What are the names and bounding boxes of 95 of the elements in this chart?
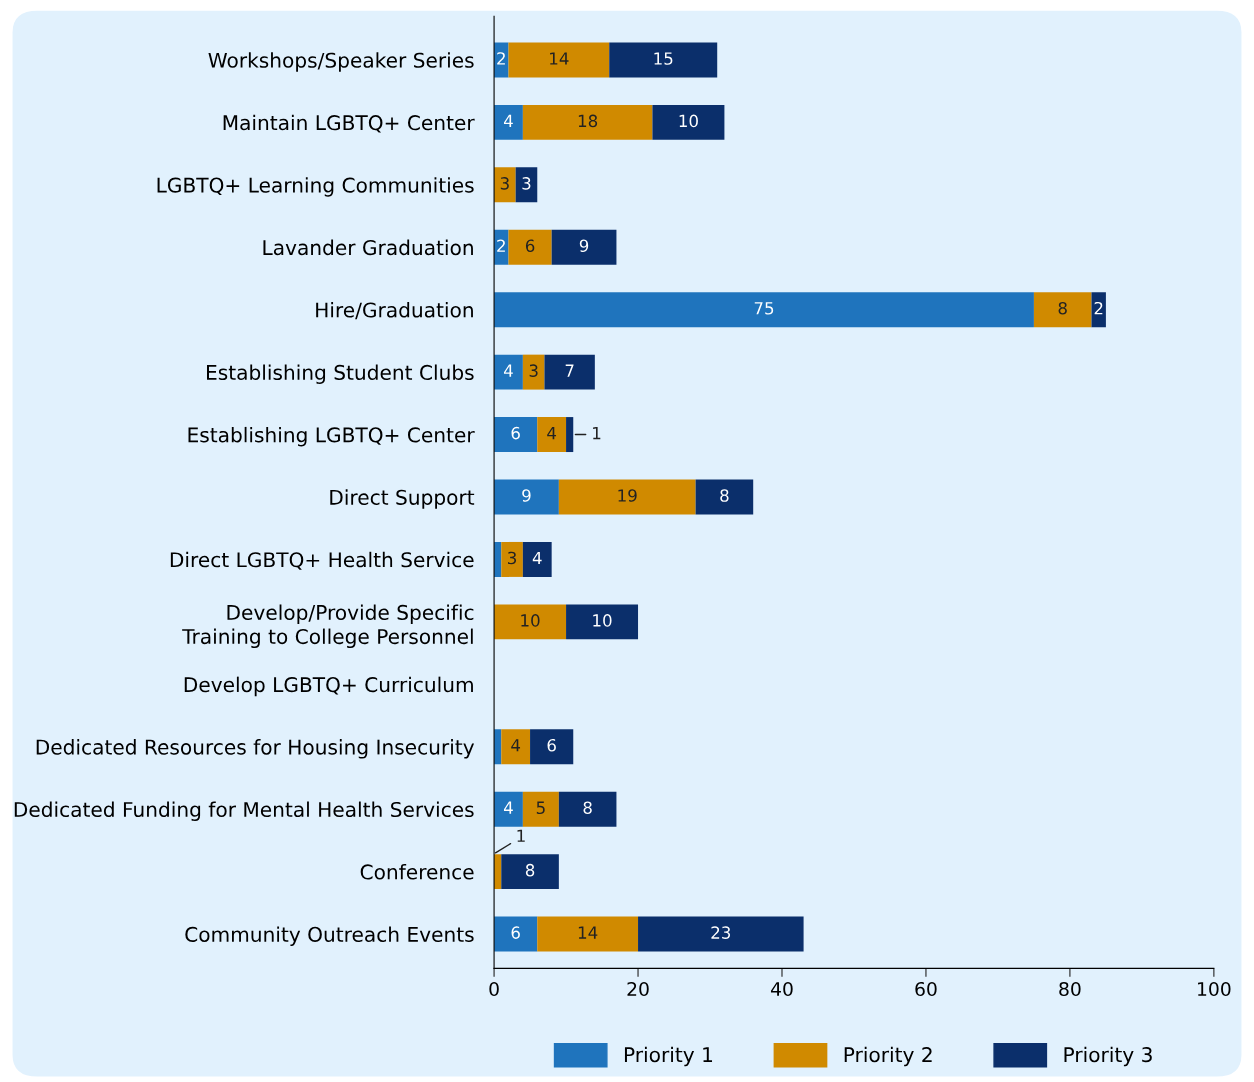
bar bbox=[494, 479, 559, 515]
legend-label: Priority 3 bbox=[1064, 1046, 1152, 1067]
bar bbox=[530, 729, 574, 765]
bar bbox=[494, 354, 523, 390]
data-label: 7 bbox=[565, 364, 574, 377]
bar bbox=[537, 916, 639, 952]
x-tick-label: 60 bbox=[915, 981, 937, 997]
data-label: 4 bbox=[503, 364, 513, 377]
data-label: 10 bbox=[593, 614, 612, 627]
data-label: 4 bbox=[547, 427, 557, 440]
bar bbox=[652, 104, 725, 140]
bar bbox=[494, 417, 538, 453]
data-label: 6 bbox=[547, 738, 556, 752]
y-tick-label: LGBTQ+ Learning Communities bbox=[157, 177, 474, 197]
data-label: 15 bbox=[654, 52, 673, 65]
y-tick-label: Hire/Graduation bbox=[316, 302, 473, 320]
data-label: 2 bbox=[497, 239, 505, 252]
y-tick-label: Maintain LGBTQ+ Center bbox=[223, 114, 475, 133]
data-label: 3 bbox=[508, 551, 517, 565]
y-tick-label: Conference bbox=[360, 863, 474, 880]
data-label: 6 bbox=[511, 926, 520, 939]
x-tick-label: 20 bbox=[627, 981, 649, 997]
data-label: 2 bbox=[1094, 301, 1103, 315]
bar bbox=[558, 791, 617, 827]
data-label: 23 bbox=[711, 926, 731, 939]
bar bbox=[501, 729, 531, 765]
bar bbox=[551, 229, 617, 265]
data-label: 5 bbox=[536, 801, 545, 815]
data-label: 6 bbox=[511, 426, 520, 440]
y-tick-label: Dedicated Funding for Mental Health Services bbox=[14, 801, 474, 822]
bar bbox=[508, 229, 552, 265]
bar bbox=[1091, 292, 1106, 328]
bar bbox=[508, 42, 610, 78]
data-label: 4 bbox=[503, 114, 513, 127]
data-label: 4 bbox=[503, 801, 513, 814]
data-label: 18 bbox=[578, 114, 598, 128]
data-label: 9 bbox=[579, 239, 589, 253]
y-tick-label: Lavander Graduation bbox=[263, 239, 473, 256]
x-tick-label: 40 bbox=[770, 981, 793, 997]
data-label: 1 bbox=[593, 427, 601, 440]
bar bbox=[1033, 292, 1092, 328]
bar bbox=[522, 104, 653, 140]
bar bbox=[558, 479, 696, 515]
bar bbox=[566, 417, 574, 453]
bar bbox=[522, 791, 559, 827]
x-tick-label: 100 bbox=[1198, 981, 1231, 997]
bar bbox=[515, 167, 538, 203]
bar bbox=[522, 354, 545, 390]
y-tick-label: Direct Support bbox=[330, 489, 475, 509]
bar bbox=[494, 292, 1034, 328]
bar bbox=[695, 479, 754, 515]
y-tick-label: Develop/Provide Specific Training to College Personnel bbox=[182, 604, 474, 649]
bar bbox=[638, 916, 804, 952]
data-label: 2 bbox=[497, 52, 505, 65]
data-label: 3 bbox=[529, 364, 538, 377]
data-label: 14 bbox=[550, 52, 569, 65]
data-label: 8 bbox=[1058, 301, 1067, 315]
y-tick-label: Dedicated Resources for Housing Insecurity bbox=[36, 739, 475, 759]
y-tick-label: Develop LGBTQ+ Curriculum bbox=[184, 676, 473, 697]
data-label: 6 bbox=[525, 239, 535, 253]
y-tick-label: Direct LGBTQ+ Health Service bbox=[170, 551, 474, 570]
bar bbox=[544, 354, 595, 390]
data-label: 10 bbox=[679, 114, 698, 128]
data-label: 8 bbox=[583, 801, 592, 815]
x-tick-label: 0 bbox=[489, 981, 499, 997]
data-label: 14 bbox=[578, 926, 598, 939]
bar bbox=[501, 541, 523, 577]
bar bbox=[609, 42, 718, 78]
data-label: 3 bbox=[522, 177, 531, 190]
bar bbox=[494, 104, 523, 140]
bar bbox=[537, 417, 567, 453]
y-tick-label: Establishing Student Clubs bbox=[207, 364, 474, 384]
bar bbox=[494, 791, 523, 827]
bar bbox=[501, 854, 559, 890]
data-label: 75 bbox=[754, 302, 774, 315]
y-tick-label: Establishing LGBTQ+ Center bbox=[188, 426, 475, 447]
data-label: 4 bbox=[511, 739, 521, 752]
data-label: 4 bbox=[532, 551, 542, 565]
data-label: 8 bbox=[720, 489, 729, 502]
bar bbox=[494, 167, 516, 203]
x-tick-label: 80 bbox=[1059, 981, 1081, 997]
data-label: 10 bbox=[521, 614, 540, 627]
data-label: 1 bbox=[517, 829, 525, 842]
data-label: 8 bbox=[525, 863, 535, 877]
legend-label: Priority 2 bbox=[844, 1046, 932, 1067]
bar bbox=[494, 916, 538, 952]
legend-label: Priority 1 bbox=[624, 1046, 713, 1067]
bar bbox=[494, 604, 567, 640]
y-tick-label: Community Outreach Events bbox=[185, 926, 474, 946]
data-label: 19 bbox=[618, 489, 637, 502]
bar bbox=[522, 541, 552, 577]
data-label: 3 bbox=[500, 177, 509, 190]
y-tick-label: Workshops/Speaker Series bbox=[208, 52, 474, 72]
data-label: 9 bbox=[522, 489, 531, 502]
bar bbox=[566, 604, 639, 640]
